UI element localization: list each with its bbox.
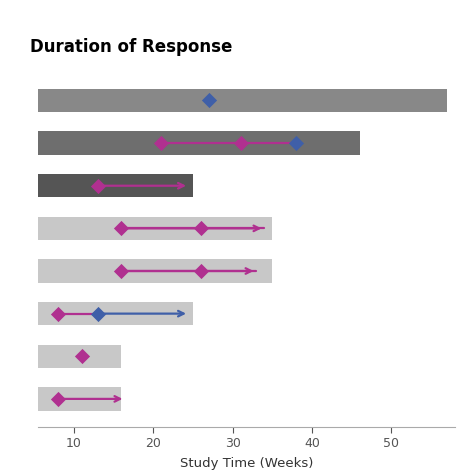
Bar [38,259,272,283]
Point [197,267,205,275]
Point [157,139,165,147]
Point [197,225,205,232]
Bar [38,387,121,410]
Bar [38,131,360,155]
Point [78,353,85,360]
Point [94,310,101,318]
Point [94,182,101,190]
Point [237,139,244,147]
Bar [38,174,193,198]
Text: Duration of Response: Duration of Response [29,38,232,56]
Point [54,310,62,318]
Point [118,267,125,275]
Bar [38,302,193,325]
X-axis label: Study Time (Weeks): Study Time (Weeks) [180,457,313,470]
Point [54,395,62,403]
Bar [38,89,447,112]
Point [292,139,300,147]
Bar [38,345,121,368]
Point [118,225,125,232]
Bar [38,217,272,240]
Point [205,97,212,104]
